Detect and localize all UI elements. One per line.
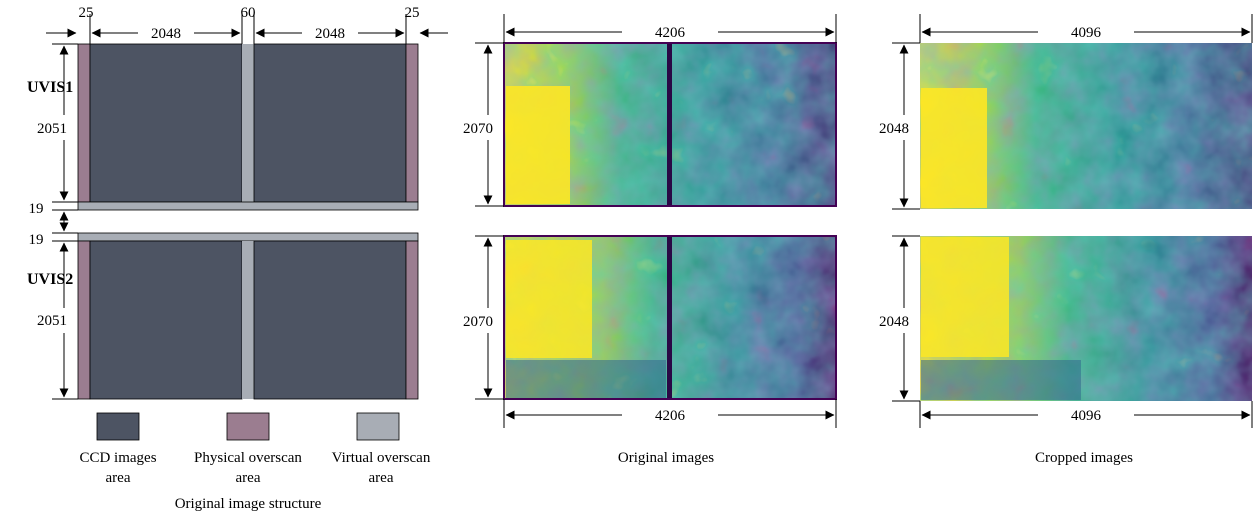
height-arrows [52,43,78,400]
cropped-image-bottom [920,236,1252,401]
uvis2-label: UVIS2 [27,271,73,288]
uvis2-right-ccd-area [253,240,407,400]
cropped-images: 4096 4096 2048 2048 Cropped images [879,14,1253,466]
cropped-dimension-arrows [892,14,1253,428]
legend-ccd-line2: area [106,470,131,486]
legend-virtual-line2: area [369,470,394,486]
original-images: 4206 4206 2070 2070 Original images [463,14,837,466]
legend-physical-line2: area [236,470,261,486]
uvis1-bottom-virtual-label: 19 [29,201,44,217]
uvis1-label: UVIS1 [27,79,73,96]
uvis1-left-ccd-area [89,43,243,203]
width-label-gap: 60 [241,5,256,21]
width-label-left-overscan: 25 [79,5,94,21]
uvis2-left-ccd-area [89,240,243,400]
uvis2-central-virtual-overscan [242,241,254,399]
original-bottom-center-gap [667,236,672,399]
original-image-bottom [503,235,837,400]
legend-swatch-physical-overscan [226,412,270,441]
caption-structure: Original image structure [175,496,322,512]
cropped-height-top: 2048 [879,121,909,137]
uvis2-left-physical-overscan [77,240,91,400]
uvis2-top-virtual-overscan [77,232,419,242]
uvis1-central-virtual-overscan [242,44,254,202]
structure-diagram: 25 2048 60 2048 25 [27,5,448,512]
legend: CCD images area Physical overscan area V… [79,412,431,486]
uvis2-top-virtual-label: 19 [29,232,44,248]
uvis2-block [77,232,419,400]
cropped-image-top [920,43,1252,209]
original-dimension-arrows [475,14,837,428]
original-width-bottom: 4206 [655,408,686,424]
uvis1-block [77,43,419,211]
caption-original: Original images [618,450,714,466]
uvis1-left-physical-overscan [77,43,91,203]
legend-swatch-ccd [96,412,140,441]
cropped-width-bottom: 4096 [1071,408,1102,424]
uvis1-right-ccd-area [253,43,407,203]
cropped-width-top: 4096 [1071,25,1102,41]
legend-physical-line1: Physical overscan [194,450,302,466]
original-top-center-gap [667,43,672,206]
width-label-right-ccd: 2048 [315,26,345,42]
original-height-top: 2070 [463,121,493,137]
uvis2-right-physical-overscan [405,240,419,400]
cropped-height-bottom: 2048 [879,314,909,330]
legend-virtual-line1: Virtual overscan [332,450,431,466]
legend-ccd-line1: CCD images [79,450,156,466]
uvis1-right-physical-overscan [405,43,419,203]
original-image-top [503,42,837,207]
legend-swatch-virtual-overscan [356,412,400,441]
width-label-right-overscan: 25 [405,5,420,21]
width-arrows [46,14,448,44]
uvis1-height-label: 2051 [37,121,67,137]
uvis1-bottom-virtual-overscan [77,201,419,211]
width-label-left-ccd: 2048 [151,26,181,42]
uvis2-height-label: 2051 [37,313,67,329]
caption-cropped: Cropped images [1035,450,1133,466]
original-width-top: 4206 [655,25,686,41]
original-height-bottom: 2070 [463,314,493,330]
